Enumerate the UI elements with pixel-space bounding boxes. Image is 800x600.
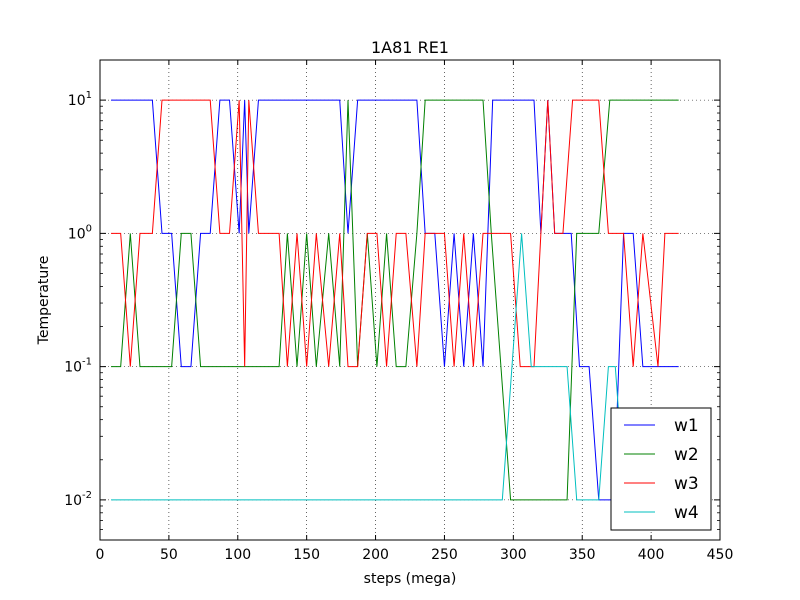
x-tick-label: 100 — [224, 547, 251, 563]
x-tick-label: 50 — [160, 547, 178, 563]
plot-frame — [99, 59, 721, 541]
y-tick-label: 10-1 — [64, 357, 92, 376]
x-tick-label: 200 — [362, 547, 389, 563]
y-tick-label: 10-2 — [64, 490, 92, 509]
series-lines — [111, 99, 679, 501]
series-line-w1 — [111, 99, 679, 501]
x-axis-label: steps (mega) — [364, 571, 457, 587]
x-tick-label: 450 — [707, 547, 734, 563]
legend-label-w3: w3 — [674, 474, 699, 494]
x-tick-label: 400 — [638, 547, 665, 563]
y-tick-label: 100 — [68, 223, 92, 242]
legend: w1 w2 w3 w4 — [610, 407, 712, 531]
legend-label-w2: w2 — [674, 445, 699, 465]
x-tick-label: 0 — [96, 547, 105, 563]
series-line-w3 — [111, 99, 679, 368]
x-tick-label: 300 — [500, 547, 527, 563]
chart-title: 1A81 RE1 — [371, 38, 449, 57]
series-line-w4 — [111, 233, 626, 501]
axis-ticks: 0 50 100 150 200 250 300 350 400 450 10-2 10-1 100 10… — [64, 59, 734, 563]
x-tick-label: 250 — [431, 547, 458, 563]
y-tick-label: 101 — [68, 90, 92, 109]
legend-box — [610, 407, 712, 531]
y-axis-label: Temperature — [36, 256, 52, 346]
legend-label-w4: w4 — [674, 503, 699, 523]
legend-label-w1: w1 — [674, 416, 699, 436]
x-tick-label: 350 — [569, 547, 596, 563]
x-tick-label: 150 — [293, 547, 320, 563]
